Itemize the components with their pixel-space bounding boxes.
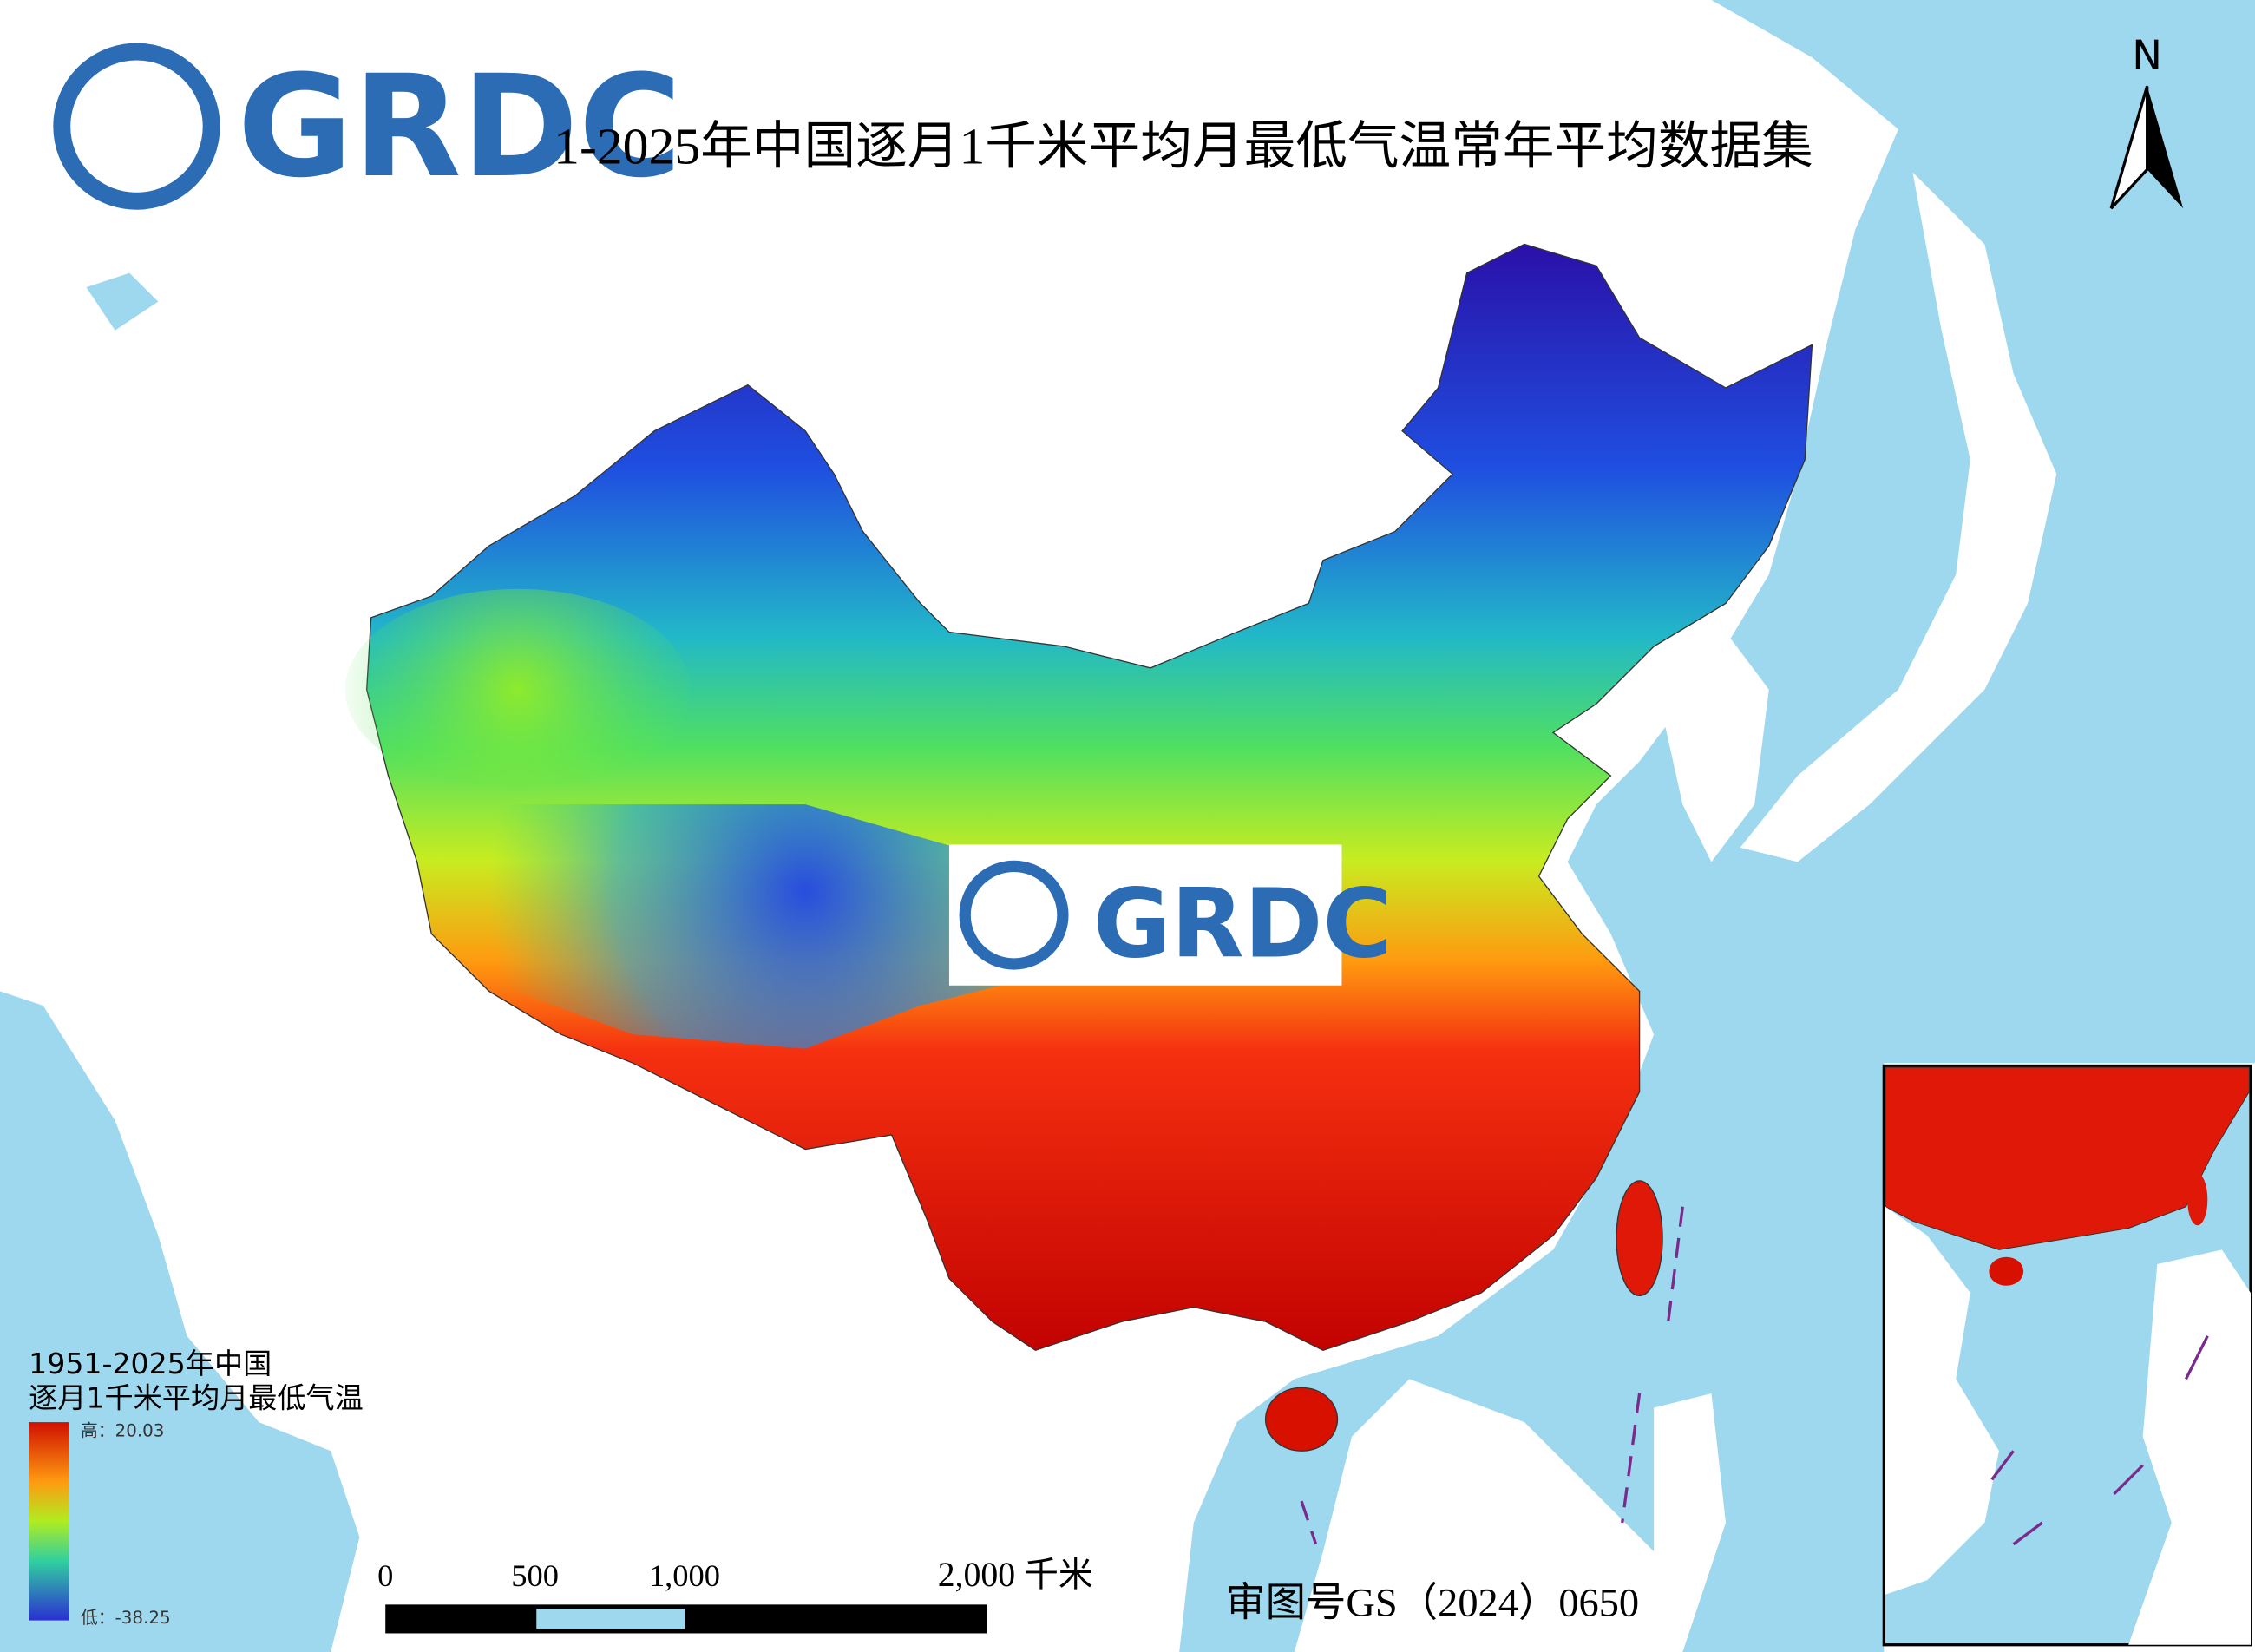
legend-low: 低：-38.25 xyxy=(81,1608,171,1628)
scale-bar xyxy=(385,1604,987,1634)
inset-china xyxy=(1885,1066,2250,1250)
scale-bar-segment xyxy=(536,1609,685,1629)
title: 1-2025年中国逐月1千米平均月最低气温常年平均数据集 xyxy=(554,118,1813,175)
inset-land xyxy=(2128,1249,2252,1645)
watermark-globe xyxy=(959,860,1069,970)
north-arrow xyxy=(2109,85,2149,210)
china-temperature xyxy=(366,243,1813,1352)
scale-label: 0 xyxy=(377,1558,393,1593)
inset-boundary xyxy=(1990,1335,2209,1546)
watermark-text: GRDC xyxy=(1093,869,1393,980)
plateau-cold xyxy=(431,804,1036,1049)
scale-label: 500 xyxy=(511,1558,559,1593)
scale-label: 2,000 千米 xyxy=(938,1556,1093,1594)
land-japan xyxy=(1740,172,2057,862)
scale-label: 1,000 xyxy=(649,1558,720,1593)
inset-land xyxy=(1885,1206,1999,1595)
taiwan xyxy=(1616,1180,1663,1297)
lake xyxy=(86,272,159,331)
inset-taiwan xyxy=(2187,1173,2208,1226)
legend-ramp xyxy=(29,1422,69,1621)
logo-globe xyxy=(53,43,220,210)
logo-text: GRDC xyxy=(237,45,681,209)
legend-title: 逐月1千米平均月最低气温 xyxy=(29,1381,364,1415)
land-korea xyxy=(1654,632,1769,862)
approval-number: 审图号GS（2024）0650 xyxy=(1225,1582,1639,1626)
boundary-line xyxy=(1300,1206,1684,1545)
north-label: N xyxy=(2132,31,2162,78)
land-philippines xyxy=(1654,1393,1727,1652)
legend-high: 高：20.03 xyxy=(81,1421,165,1441)
legend-title: 1951-2025年中国 xyxy=(29,1347,272,1380)
inset-hainan xyxy=(1989,1256,2024,1286)
basin-warm xyxy=(344,588,691,790)
sea-west xyxy=(0,991,360,1652)
hainan xyxy=(1264,1386,1339,1452)
